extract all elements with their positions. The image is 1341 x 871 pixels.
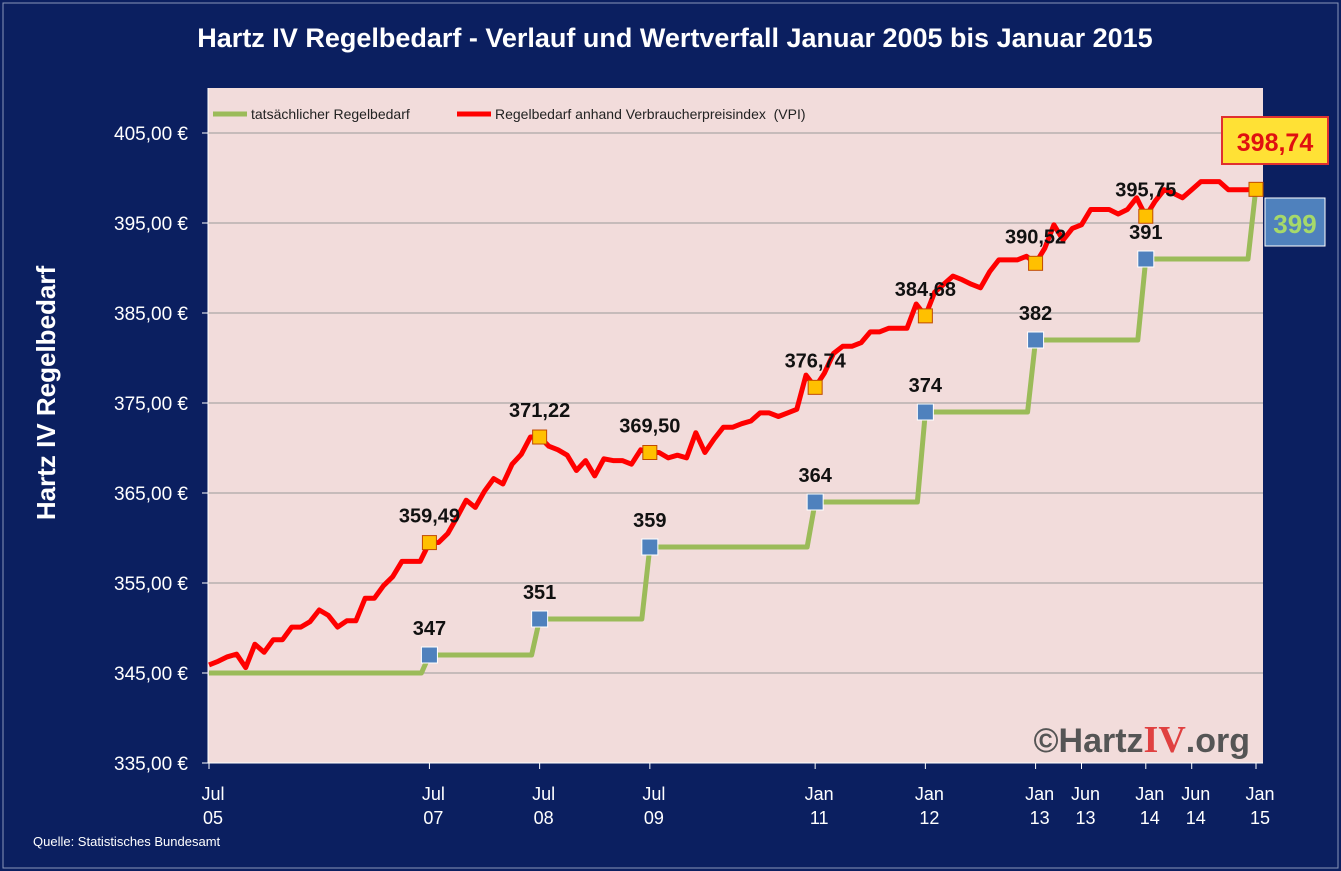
- y-tick-label: 365,00 €: [114, 484, 188, 505]
- x-tick-label: Jul: [422, 784, 445, 804]
- marker-vpi: [807, 379, 823, 395]
- marker-tatsaechlich: [420, 646, 438, 664]
- end-label-red-text: 398,74: [1237, 129, 1314, 157]
- y-axis: 335,00 € 345,00 € 355,00 € 365,00 € 375,00 €…: [114, 88, 209, 775]
- data-label-tatsaechlich: 382: [1019, 303, 1052, 325]
- end-label-green-box: [1264, 197, 1326, 247]
- data-label-vpi: 384,68: [895, 279, 956, 301]
- x-tick-label: Jul: [201, 784, 224, 804]
- marker-tatsaechlich: [641, 538, 659, 556]
- y-tick-label: 395,00 €: [114, 214, 188, 235]
- data-label-vpi: 395,75: [1115, 179, 1176, 201]
- x-tick-label: Jul: [642, 784, 665, 804]
- chart-title: Hartz IV Regelbedarf - Verlauf und Wertv…: [197, 23, 1152, 53]
- x-tick-year: 15: [1250, 808, 1270, 828]
- marker-tatsaechlich: [1137, 250, 1155, 268]
- x-tick-year: 08: [534, 808, 554, 828]
- end-label-green-text: 399: [1273, 209, 1316, 239]
- x-tick-label: Jan: [1135, 784, 1164, 804]
- marker-vpi: [1028, 255, 1044, 271]
- data-label-tatsaechlich: 374: [909, 375, 943, 397]
- x-tick-year: 14: [1140, 808, 1160, 828]
- data-label-tatsaechlich: 391: [1129, 222, 1162, 244]
- x-tick-label: Jan: [1025, 784, 1054, 804]
- x-tick-label: Jan: [915, 784, 944, 804]
- series-group: 347 351 359 364 374 382 391 359,49 371,22 369,50 3…: [208, 179, 1264, 676]
- legend-label-green: tatsächlicher Regelbedarf: [251, 106, 410, 122]
- data-label-vpi: 359,49: [399, 506, 460, 528]
- marker-vpi: [532, 429, 548, 445]
- data-label-vpi: 376,74: [785, 350, 847, 372]
- x-tick-label: Jun: [1071, 784, 1100, 804]
- x-tick-year: 05: [203, 808, 223, 828]
- x-tick-year: 14: [1186, 808, 1206, 828]
- x-tick-label: Jan: [1245, 784, 1274, 804]
- marker-tatsaechlich: [531, 610, 549, 628]
- data-label-vpi: 369,50: [619, 416, 680, 438]
- data-label-tatsaechlich: 359: [633, 510, 666, 532]
- y-axis-label: Hartz IV Regelbedarf: [31, 266, 61, 521]
- y-tick-label: 335,00 €: [114, 754, 188, 775]
- x-tick-label: Jun: [1181, 784, 1210, 804]
- x-tick-year: 07: [423, 808, 443, 828]
- marker-tatsaechlich: [1027, 331, 1045, 349]
- legend-label-red: Regelbedarf anhand Verbraucherpreisindex…: [495, 106, 806, 122]
- x-axis: Jul 05 Jul 07 Jul 08 Jul 09 Jan 11 Jan 12 Jan 13 Jun 13…: [201, 762, 1275, 828]
- data-label-vpi: 371,22: [509, 400, 570, 422]
- watermark-prefix: ©Hartz: [1033, 722, 1143, 760]
- x-tick-year: 13: [1030, 808, 1050, 828]
- marker-vpi: [1248, 181, 1264, 197]
- marker-vpi: [421, 535, 437, 551]
- marker-vpi: [917, 308, 933, 324]
- x-tick-year: 09: [644, 808, 664, 828]
- end-label-red-box: [1221, 116, 1329, 165]
- x-tick-year: 12: [919, 808, 939, 828]
- marker-vpi: [642, 445, 658, 460]
- marker-tatsaechlich: [916, 403, 934, 421]
- marker-tatsaechlich: [806, 493, 824, 511]
- x-tick-year: 11: [810, 808, 829, 828]
- watermark-suffix: .org: [1186, 722, 1250, 760]
- source-note: Quelle: Statistisches Bundesamt: [33, 834, 221, 849]
- end-label-red: 398,74: [1221, 116, 1329, 165]
- y-tick-label: 355,00 €: [114, 574, 188, 595]
- series-line-vpi: [208, 179, 1257, 671]
- y-tick-label: 385,00 €: [114, 304, 188, 325]
- data-label-tatsaechlich: 351: [523, 582, 556, 604]
- y-tick-label: 345,00 €: [114, 664, 188, 685]
- watermark: ©HartzIV.org: [1033, 719, 1250, 761]
- data-label-tatsaechlich: 347: [413, 618, 446, 640]
- watermark-highlight: IV: [1144, 719, 1187, 761]
- data-label-vpi: 390,52: [1005, 226, 1066, 248]
- legend: tatsächlicher Regelbedarf Regelbedarf an…: [213, 106, 806, 122]
- x-tick-label: Jan: [805, 784, 834, 804]
- x-tick-label: Jul: [532, 784, 555, 804]
- y-tick-label: 405,00 €: [114, 124, 188, 145]
- end-label-green: 399: [1264, 197, 1326, 247]
- y-tick-label: 375,00 €: [114, 394, 188, 415]
- data-label-tatsaechlich: 364: [798, 465, 832, 487]
- x-tick-year: 13: [1075, 808, 1095, 828]
- marker-vpi: [1138, 208, 1154, 224]
